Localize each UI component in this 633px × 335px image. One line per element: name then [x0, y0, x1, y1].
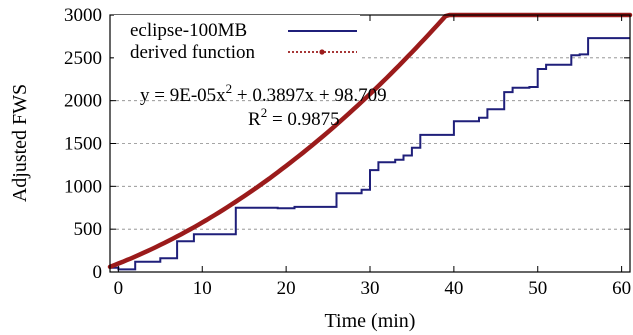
grid-lines [110, 57, 630, 230]
y-tick-label: 0 [93, 262, 103, 283]
y-tick-label: 3000 [64, 5, 102, 26]
r-squared-label: R2 = 0.9875 [248, 105, 340, 130]
x-tick-label: 50 [528, 278, 547, 299]
y-axis: 0 500 1000 1500 2000 2500 3000 [64, 5, 630, 283]
x-tick-label: 40 [444, 278, 463, 299]
series-line-eclipse-100MB [110, 37, 630, 271]
regression-equation: y = 9E-05x2 + 0.3897x + 98.709 [140, 81, 387, 106]
y-tick-label: 1500 [64, 134, 102, 155]
legend-background [114, 15, 360, 70]
legend: eclipse-100MB derived function [114, 15, 360, 70]
legend-label-eclipse: eclipse-100MB [130, 20, 247, 41]
x-tick-label: 20 [277, 278, 296, 299]
y-tick-label: 2500 [64, 48, 102, 69]
x-axis-label: Time (min) [325, 310, 416, 332]
x-tick-label: 30 [361, 278, 380, 299]
y-axis-label: Adjusted FWS [9, 84, 31, 202]
legend-marker-derived [319, 49, 325, 55]
y-tick-label: 1000 [64, 176, 102, 197]
x-tick-label: 10 [193, 278, 212, 299]
x-tick-label: 60 [612, 278, 631, 299]
y-tick-label: 500 [74, 219, 103, 240]
legend-label-derived: derived function [130, 42, 256, 63]
x-tick-label: 0 [114, 278, 124, 299]
y-tick-label: 2000 [64, 91, 102, 112]
